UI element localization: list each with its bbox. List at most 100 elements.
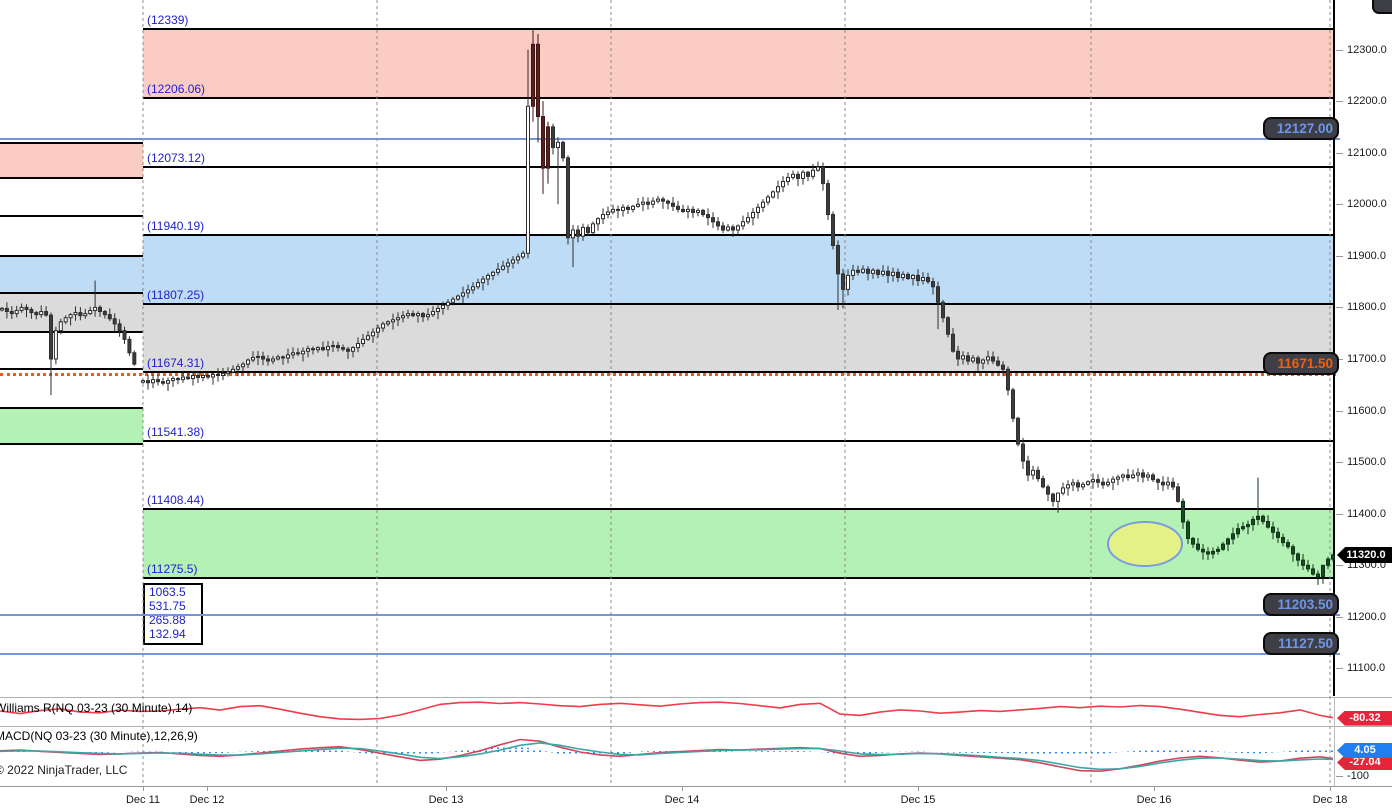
price-level-marker: 11671.50 <box>1263 351 1339 375</box>
candle-body <box>1051 493 1055 502</box>
candle-body <box>981 359 985 364</box>
candle-body <box>466 289 470 294</box>
candle-body <box>181 376 185 381</box>
candle-body <box>1126 474 1130 479</box>
candle-body <box>461 292 465 297</box>
candle-body <box>946 317 950 335</box>
fib-levels-box[interactable]: 1063.5 531.75 265.88 132.94 <box>143 583 203 645</box>
partial-price-marker <box>1372 0 1392 14</box>
candle-body <box>396 317 400 321</box>
candle-body <box>4 307 9 313</box>
candle-body <box>1316 573 1320 578</box>
candle-body <box>1256 515 1260 520</box>
zone-level-line <box>0 443 143 446</box>
candle-body <box>501 265 505 270</box>
candle-body <box>321 347 325 351</box>
candle-body <box>531 43 535 107</box>
candle-body <box>471 286 475 291</box>
candle-body <box>731 226 735 231</box>
candle-body <box>436 307 440 313</box>
candle-body <box>421 313 425 318</box>
candle-body <box>9 311 14 315</box>
price-level-marker: 11127.50 <box>1263 632 1339 656</box>
candle-body <box>481 278 485 284</box>
candle-body <box>156 379 160 383</box>
candle-body <box>1206 551 1210 555</box>
candle-body <box>371 331 375 337</box>
candle-body <box>1216 548 1220 552</box>
candle-body <box>751 211 755 219</box>
zone-price-label: (11541.38) <box>147 424 205 439</box>
x-axis-date-label: Dec 15 <box>900 794 936 806</box>
x-axis-date-label: Dec 18 <box>1312 794 1348 806</box>
candle-body <box>516 256 520 261</box>
y-axis-tick <box>1336 668 1343 670</box>
zone-price-label: (11940.19) <box>147 219 205 234</box>
candle-body <box>311 348 315 351</box>
candle-body <box>256 355 260 358</box>
candle-body <box>486 274 490 280</box>
candle-body <box>316 347 320 351</box>
candle-body <box>1006 368 1010 391</box>
macd-panel-title: MACD(NQ 03-23 (30 Minute),12,26,9) <box>0 729 198 743</box>
candle-body <box>681 208 685 212</box>
horizontal-price-line[interactable] <box>0 137 1340 140</box>
candle-body <box>102 311 107 316</box>
candle-body <box>1081 483 1085 488</box>
candle-body <box>741 221 745 227</box>
candle-body <box>1246 524 1250 528</box>
candle-body <box>196 374 200 379</box>
candle-body <box>1136 472 1140 476</box>
candle-body <box>1061 487 1065 494</box>
candle-body <box>456 295 460 300</box>
candle-body <box>821 166 825 185</box>
candle-body <box>346 348 350 352</box>
candle-body <box>88 309 93 315</box>
ellipse-annotation[interactable] <box>1107 521 1183 567</box>
candle-body <box>416 313 420 317</box>
zone-price-label: (11807.25) <box>147 287 205 302</box>
candle-body <box>781 181 785 188</box>
candle-body <box>93 306 98 311</box>
candle-body <box>1151 474 1155 481</box>
candle-body <box>881 270 885 275</box>
candle-body <box>1066 484 1070 489</box>
candle-body <box>906 273 910 280</box>
candle-body <box>791 173 795 178</box>
candle-body <box>776 186 780 193</box>
candle-body <box>426 314 430 318</box>
horizontal-price-line[interactable] <box>0 614 1340 617</box>
candle-body <box>491 271 495 276</box>
x-axis-tick <box>1154 786 1155 791</box>
candle-body <box>107 314 112 320</box>
candle-body <box>621 206 625 211</box>
candle-body <box>601 214 605 220</box>
candle-body <box>39 311 44 316</box>
x-axis-date-label: Dec 11 <box>125 794 161 806</box>
candle-body <box>1161 481 1165 486</box>
candle-body <box>651 200 655 205</box>
candle-body <box>341 347 345 350</box>
x-axis-tick <box>1330 786 1331 791</box>
candle-body <box>366 335 370 340</box>
candle-body <box>1076 482 1080 488</box>
candle-body <box>1031 469 1035 476</box>
candle-body <box>746 217 750 223</box>
candle-body <box>1046 486 1050 495</box>
zone-price-label: (11674.31) <box>147 356 205 371</box>
candle-body <box>1116 476 1120 480</box>
candle-body <box>1331 554 1335 560</box>
zone-level-line <box>143 371 1334 374</box>
horizontal-price-line[interactable] <box>0 653 1340 656</box>
candle-body <box>34 312 39 316</box>
price-level-marker: 12127.00 <box>1263 116 1339 140</box>
candle-body <box>931 281 935 288</box>
candle-body <box>1301 559 1305 566</box>
candle-body <box>1221 543 1225 550</box>
horizontal-price-line[interactable] <box>0 372 1336 376</box>
candle-body <box>68 314 73 319</box>
candle-body <box>381 323 385 329</box>
candle-body <box>127 338 132 354</box>
y-axis-tick <box>1336 204 1343 206</box>
